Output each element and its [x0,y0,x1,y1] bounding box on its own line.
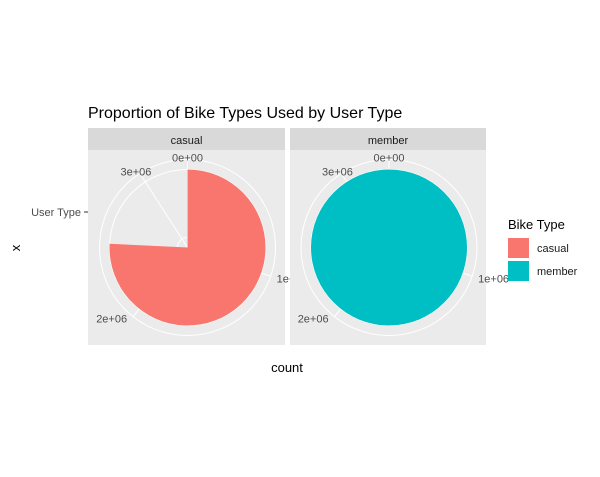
grid-spoke [139,173,188,248]
chart-title: Proportion of Bike Types Used by User Ty… [88,105,402,122]
facet-strip-label: casual [171,135,203,147]
facet-strip [88,128,285,150]
legend: Bike Type casual member [508,217,578,281]
pie-slice-casual [109,169,266,326]
facet-strip [290,128,486,150]
legend-title: Bike Type [508,217,565,232]
facet-strip-label: member [368,135,409,147]
theta-tick-label: 3e+06 [120,166,151,178]
theta-tick-label: 0e+00 [374,153,405,165]
x-axis-title: count [271,360,303,375]
theta-tick-label: 1e+06 [478,273,509,285]
y-tick-label: User Type [31,207,81,219]
facet-panel-member: member 0e+00 1e+06 2e+06 3e+06 [290,128,509,345]
theta-tick-label: 2e+06 [96,314,127,326]
legend-label: member [537,266,578,278]
theta-tick-label: 3e+06 [322,166,353,178]
legend-label: casual [537,243,569,255]
theta-tick-label: 2e+06 [298,314,329,326]
y-axis-title: x [8,244,23,251]
facet-panels: casual0e+001e+062e+063e+06member0e+001e+… [88,128,509,345]
legend-key-casual [508,238,529,258]
pie-slice-member [311,169,467,326]
theta-tick-label: 0e+00 [172,153,203,165]
legend-key-member [508,261,529,281]
